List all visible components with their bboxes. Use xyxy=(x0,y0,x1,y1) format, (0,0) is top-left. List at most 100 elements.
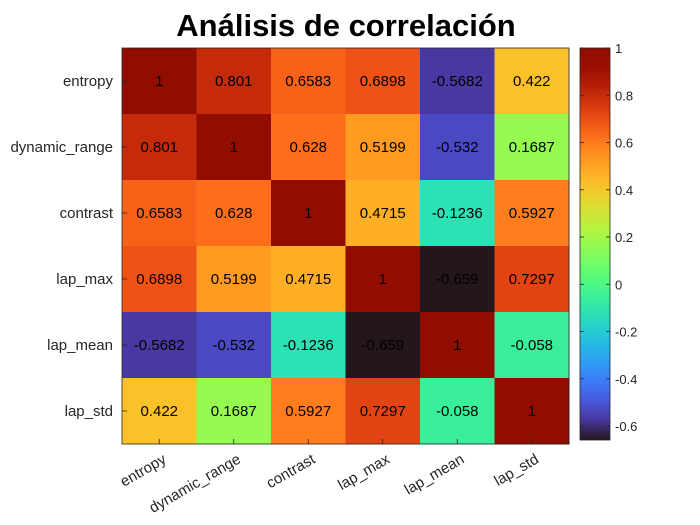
heatmap-cell-lap_std-contrast xyxy=(271,378,346,445)
y-tick-labels: entropy dynamic_range contrast lap_max lap_m… xyxy=(10,73,127,420)
heatmap-cell-lap_std-lap_mean xyxy=(420,378,495,445)
heatmap-cell-dynamic_range-lap_mean xyxy=(420,114,495,181)
cell-value-label: 0.6898 xyxy=(136,271,182,288)
heatmap-cell-entropy-lap_mean xyxy=(420,48,495,115)
heatmap-cell-entropy-contrast xyxy=(271,48,346,115)
y-tick-label: lap_mean xyxy=(47,337,113,354)
chart-title: Análisis de correlación xyxy=(176,8,515,43)
colorbar-tick-label: 0.2 xyxy=(615,230,633,245)
cell-value-label: 1 xyxy=(528,403,536,420)
heatmap-cell-lap_mean-lap_mean xyxy=(420,312,495,379)
heatmap-cell-dynamic_range-entropy xyxy=(122,114,197,181)
y-tick-label: lap_std xyxy=(65,403,113,420)
cell-value-label: 0.5199 xyxy=(211,271,257,288)
cell-value-label: 1 xyxy=(230,139,238,156)
x-tick-label: lap_std xyxy=(491,451,541,490)
heatmap-cell-entropy-lap_std xyxy=(494,48,570,115)
colorbar-tick-label: 1 xyxy=(615,41,622,56)
heatmap-cell-entropy-dynamic_range xyxy=(196,48,272,115)
heatmap-cell-lap_std-entropy xyxy=(122,378,197,445)
cell-value-label: -0.532 xyxy=(212,337,255,354)
colorbar xyxy=(579,47,611,441)
cell-value-label: 0.801 xyxy=(215,73,253,90)
heatmap-cell-lap_max-lap_mean xyxy=(420,246,495,313)
cell-value-label: 1 xyxy=(379,271,387,288)
y-tick-label: contrast xyxy=(60,205,114,222)
heatmap-cell-dynamic_range-lap_max xyxy=(345,114,421,181)
y-tick-label: dynamic_range xyxy=(10,139,113,156)
heatmap-cell-contrast-lap_std xyxy=(494,180,570,247)
cell-value-label: -0.1236 xyxy=(283,337,334,354)
heatmap-cell-lap_mean-entropy xyxy=(122,312,197,379)
heatmap-cells xyxy=(122,48,570,445)
heatmap-cell-lap_std-lap_max xyxy=(345,378,421,445)
cell-value-label: 0.801 xyxy=(140,139,178,156)
cell-value-label: 0.6583 xyxy=(285,73,331,90)
cell-value-label: -0.5682 xyxy=(134,337,185,354)
heatmap-cell-lap_mean-dynamic_range xyxy=(196,312,272,379)
heatmap-frame xyxy=(121,47,570,445)
heatmap-cell-lap_max-contrast xyxy=(271,246,346,313)
cell-value-label: -0.058 xyxy=(510,337,553,354)
heatmap-cell-lap_mean-contrast xyxy=(271,312,346,379)
heatmap-cell-lap_max-lap_std xyxy=(494,246,570,313)
heatmap-cell-lap_std-dynamic_range xyxy=(196,378,272,445)
x-tick-label: entropy xyxy=(117,450,169,490)
cell-value-label: 0.1687 xyxy=(509,139,555,156)
heatmap-cell-entropy-entropy xyxy=(122,48,197,115)
cell-value-label: 0.6898 xyxy=(360,73,406,90)
heatmap-cell-dynamic_range-dynamic_range xyxy=(196,114,272,181)
cell-value-label: -0.659 xyxy=(361,337,404,354)
colorbar-gradient xyxy=(579,47,611,441)
cell-value-label: 1 xyxy=(453,337,461,354)
cell-value-label: 0.6583 xyxy=(136,205,182,222)
heatmap-cell-lap_mean-lap_std xyxy=(494,312,570,379)
colorbar-tick-label: -0.2 xyxy=(615,325,637,340)
cell-value-label: -0.058 xyxy=(436,403,479,420)
colorbar-tick-labels: 1 0.8 0.6 0.4 0.2 0 -0.2 -0.4 -0.6 xyxy=(580,41,637,434)
cell-value-label: -0.532 xyxy=(436,139,479,156)
colorbar-tick-label: -0.6 xyxy=(615,419,637,434)
y-tick-label: entropy xyxy=(63,73,114,90)
cell-value-label: 0.422 xyxy=(513,73,551,90)
x-tick-label: lap_mean xyxy=(402,451,468,499)
heatmap-cell-contrast-contrast xyxy=(271,180,346,247)
cell-value-label: 1 xyxy=(155,73,163,90)
y-tick-label: lap_max xyxy=(56,271,113,288)
heatmap-cell-lap_max-entropy xyxy=(122,246,197,313)
cell-value-label: 0.5199 xyxy=(360,139,406,156)
cell-value-label: 0.7297 xyxy=(360,403,406,420)
cell-value-label: 0.1687 xyxy=(211,403,257,420)
colorbar-tick-label: -0.4 xyxy=(615,372,637,387)
heatmap-cell-contrast-lap_max xyxy=(345,180,421,247)
cell-value-label: 0.5927 xyxy=(509,205,555,222)
cell-value-label: 0.422 xyxy=(140,403,178,420)
colorbar-tick-label: 0.4 xyxy=(615,183,633,198)
colorbar-tick-label: 0 xyxy=(615,277,622,292)
cell-value-label: -0.1236 xyxy=(432,205,483,222)
cell-value-label: -0.5682 xyxy=(432,73,483,90)
cell-value-label: 0.7297 xyxy=(509,271,555,288)
cell-value-label: 0.5927 xyxy=(285,403,331,420)
colorbar-tick-label: 0.8 xyxy=(615,88,633,103)
cell-value-label: 0.4715 xyxy=(285,271,331,288)
heatmap-cell-lap_max-lap_max xyxy=(345,246,421,313)
heatmap-cell-labels: 1 0.801 0.6583 0.6898 -0.5682 0.422 0.801 1 0.62… xyxy=(134,73,555,420)
heatmap-cell-lap_mean-lap_max xyxy=(345,312,421,379)
heatmap-cell-contrast-dynamic_range xyxy=(196,180,272,247)
heatmap-cell-contrast-entropy xyxy=(122,180,197,247)
heatmap-cell-dynamic_range-contrast xyxy=(271,114,346,181)
heatmap-cell-entropy-lap_max xyxy=(345,48,421,115)
cell-value-label: 1 xyxy=(304,205,312,222)
heatmap-cell-lap_max-dynamic_range xyxy=(196,246,272,313)
x-tick-label: lap_max xyxy=(335,450,393,493)
heatmap-cell-contrast-lap_mean xyxy=(420,180,495,247)
cell-value-label: -0.659 xyxy=(436,271,479,288)
cell-value-label: 0.628 xyxy=(215,205,253,222)
heatmap-cell-lap_std-lap_std xyxy=(494,378,570,445)
cell-value-label: 0.628 xyxy=(289,139,327,156)
cell-value-label: 0.4715 xyxy=(360,205,406,222)
heatmap-cell-dynamic_range-lap_std xyxy=(494,114,570,181)
x-tick-label: contrast xyxy=(264,450,319,492)
